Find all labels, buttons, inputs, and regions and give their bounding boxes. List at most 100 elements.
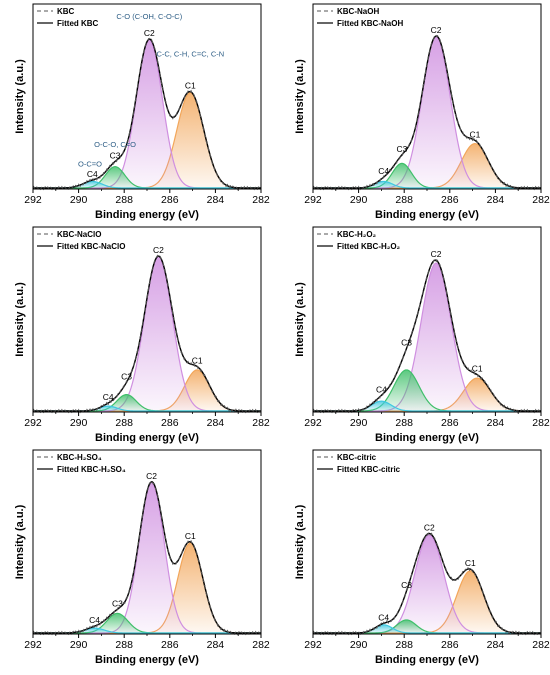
x-tick-label: 290 <box>350 639 368 651</box>
peak-label-c4: C4 <box>103 392 114 402</box>
peak-label-c1: C1 <box>185 531 196 541</box>
x-tick-label: 288 <box>395 417 413 429</box>
x-axis-label: Binding energy (eV) <box>95 209 199 221</box>
peak-label-c3: C3 <box>396 144 407 154</box>
legend-entry-raw: KBC-NaOH <box>337 7 379 16</box>
x-tick-label: 284 <box>207 639 225 651</box>
y-axis-label: Intensity (a.u.) <box>294 282 306 357</box>
peak-label-c4: C4 <box>376 384 387 394</box>
x-tick-label: 290 <box>70 417 88 429</box>
raw-data-line <box>312 532 542 636</box>
x-tick-label: 286 <box>161 417 179 429</box>
x-tick-label: 286 <box>441 639 459 651</box>
peak-fill-c4 <box>33 628 261 633</box>
y-axis-label: Intensity (a.u.) <box>294 504 306 579</box>
x-tick-label: 288 <box>115 194 133 206</box>
peak-fill-c1 <box>313 378 541 411</box>
x-tick-label: 282 <box>252 417 270 429</box>
raw-data-line <box>32 37 262 191</box>
x-tick-label: 286 <box>161 639 179 651</box>
peak-fill-c4 <box>33 181 261 188</box>
x-tick-label: 292 <box>24 417 42 429</box>
x-tick-label: 292 <box>304 194 322 206</box>
legend-entry-fit: Fitted KBC-H₂O₂ <box>337 242 401 251</box>
x-tick-label: 284 <box>207 194 225 206</box>
chart-panel-c: C1 C2 C3 C4 292 290 288 286 284 282 Binding energy… <box>14 226 270 444</box>
peak-fill-c2 <box>313 36 541 188</box>
x-axis-label: Binding energy (eV) <box>95 432 199 444</box>
peak-fill-c2 <box>33 256 261 411</box>
x-tick-label: 290 <box>350 417 368 429</box>
x-tick-label: 288 <box>395 194 413 206</box>
peak-fill-c1 <box>33 543 261 633</box>
legend-entry-fit: Fitted KBC-H₂SO₄ <box>57 465 126 474</box>
peak-label-c1: C1 <box>465 558 476 568</box>
y-axis-label: Intensity (a.u.) <box>14 282 26 357</box>
peak-fill-c2 <box>313 263 541 411</box>
x-tick-label: 288 <box>115 417 133 429</box>
peak-fill-c1 <box>33 369 261 411</box>
bond-annotation-3: O-C-O, C=O <box>94 140 136 149</box>
x-tick-label: 290 <box>70 639 88 651</box>
x-tick-label: 288 <box>115 639 133 651</box>
legend-entry-fit: Fitted KBC <box>57 19 99 28</box>
chart-panel-b: C1 C2 C3 C4 292 290 288 286 284 282 Binding energy… <box>294 3 550 221</box>
peak-fill-c2 <box>313 534 541 633</box>
x-tick-label: 282 <box>532 194 550 206</box>
x-axis-label: Binding energy (eV) <box>375 654 479 666</box>
peak-fill-c3 <box>313 369 541 411</box>
peak-fill-c1 <box>313 570 541 633</box>
peak-label-c3: C3 <box>401 580 412 590</box>
legend-entry-raw: KBC-NaClO <box>57 230 101 239</box>
bond-annotation-1: C-O (C-OH, C-O-C) <box>116 12 182 21</box>
x-tick-label: 286 <box>441 194 459 206</box>
x-tick-label: 290 <box>350 194 368 206</box>
peak-label-c3: C3 <box>112 598 123 608</box>
x-axis-label: Binding energy (eV) <box>375 209 479 221</box>
peak-label-c3: C3 <box>401 338 412 348</box>
peak-fill-c1 <box>313 143 541 188</box>
x-tick-label: 292 <box>24 194 42 206</box>
peak-label-c4: C4 <box>378 166 389 176</box>
x-tick-label: 292 <box>24 639 42 651</box>
chart-panel-d: C1 C2 C3 C4 292 290 288 286 284 282 Binding energy… <box>294 226 550 444</box>
peak-label-c1: C1 <box>469 129 480 139</box>
legend-entry-raw: KBC <box>57 7 75 16</box>
legend-entry-fit: Fitted KBC-NaClO <box>57 242 125 251</box>
legend-entry-raw: KBC-H₂O₂ <box>337 230 377 239</box>
peak-label-c2: C2 <box>153 245 164 255</box>
chart-panel-e: C1 C2 C3 C4 292 290 288 286 284 282 Binding energy… <box>14 449 270 666</box>
x-tick-label: 284 <box>487 639 505 651</box>
legend-entry-fit: Fitted KBC-citric <box>337 465 401 474</box>
x-tick-label: 282 <box>252 194 270 206</box>
y-axis-label: Intensity (a.u.) <box>294 59 306 134</box>
peak-label-c1: C1 <box>192 356 203 366</box>
bond-annotation-4: O-C=O <box>78 160 102 169</box>
legend-entry-raw: KBC-H₂SO₄ <box>57 453 102 462</box>
peak-label-c4: C4 <box>89 615 100 625</box>
peak-label-c2: C2 <box>431 249 442 259</box>
x-tick-label: 282 <box>532 639 550 651</box>
peak-label-c2: C2 <box>144 28 155 38</box>
x-tick-label: 282 <box>252 639 270 651</box>
raw-data-line <box>312 257 542 414</box>
fitted-envelope-line <box>33 481 261 634</box>
x-tick-label: 282 <box>532 417 550 429</box>
peak-label-c1: C1 <box>185 81 196 91</box>
peak-fill-c2 <box>33 40 261 188</box>
x-tick-label: 284 <box>487 194 505 206</box>
peak-label-c2: C2 <box>424 523 435 533</box>
x-tick-label: 288 <box>395 639 413 651</box>
legend-entry-fit: Fitted KBC-NaOH <box>337 19 403 28</box>
chart-panel-a: C1 C2 C3 C4 C-O (C-OH, C-O-C) C-C, C-H, C=C, … <box>14 3 270 221</box>
y-axis-label: Intensity (a.u.) <box>14 59 26 134</box>
x-tick-label: 292 <box>304 417 322 429</box>
peak-fill-c1 <box>33 92 261 188</box>
peak-label-c3: C3 <box>121 371 132 381</box>
fitted-envelope-line <box>33 255 261 412</box>
peak-label-c4: C4 <box>87 169 98 179</box>
legend-entry-raw: KBC-citric <box>337 453 377 462</box>
chart-panel-f: C1 C2 C3 C4 292 290 288 286 284 282 Binding energy… <box>294 449 550 666</box>
peak-label-c2: C2 <box>146 471 157 481</box>
